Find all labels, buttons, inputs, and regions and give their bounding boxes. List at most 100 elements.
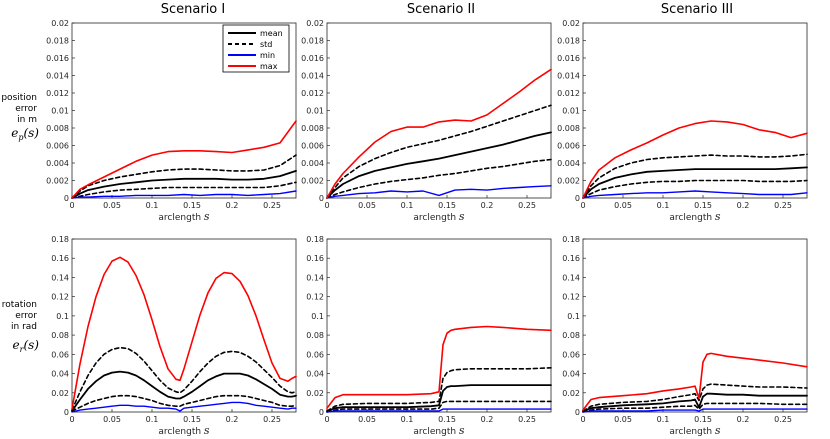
legend-label-std: std [260,40,272,49]
panel-r1-c3-ytick-label: 0.014 [557,72,580,81]
row-label-position-line-3: in m [17,115,37,125]
panel-r1-c2-xtick-label: 0.25 [518,201,536,210]
panel-r2-c2-xtick-label: 0 [324,415,329,424]
panel-r2-c1-ytick-label: 0.04 [51,370,69,379]
panel-r2-c2-series-std-lower [326,400,552,413]
panel-r2-c1-ytick-label: 0.18 [51,235,69,244]
panel-r2-c1-ytick-label: 0.08 [51,331,69,340]
panel-r1-c2-ytick-label: 0.002 [301,177,324,186]
row-label-rotation: rotation error in rad er(s) [2,300,40,354]
panel-r2-c1-xtick-label: 0.15 [183,415,201,424]
panel-r1-c3-xlabel: arclength s [669,210,721,223]
panel-r1-c1-series-mean [71,169,297,199]
panel-r1-c3-series-std-lower [582,179,808,199]
panel-r2-c1-xtick-label: 0.1 [146,415,159,424]
panel-r2-c1-xtick-label: 0.25 [263,415,281,424]
panel-r1-c2-ytick-label: 0.004 [301,159,324,168]
panel-r1-c1-xtick-label: 0.1 [146,201,159,210]
panel-r1-c1-ytick-label: 0.006 [46,142,69,151]
panel-r1-c2-xlabel-symbol: s [459,210,465,223]
panel-r1-c2-ytick-label: 0.012 [301,89,324,98]
panel-r1-c3-ytick-label: 0.016 [557,54,580,63]
panel-r1-c2-ytick-label: 0.008 [301,124,324,133]
panel-r2-c1-ytick-label: 0.12 [51,293,69,302]
column-titles: Scenario I Scenario II Scenario III [161,2,733,17]
panel-r2-c2-ytick-label: 0.14 [306,273,324,282]
panel-r2-c1-xtick-label: 0.05 [103,415,121,424]
legend-label-mean: mean [260,29,283,38]
panel-r1-c2-xtick-label: 0.1 [401,201,414,210]
panel-r1-c3-frame [582,22,808,199]
panel-r2-c1: 0 0.02 0.04 0.06 0.08 0.1 0.12 0.14 0.16 0.18 0 0.0… [51,235,297,437]
panel-r1-c2-xlabel-text: arclength [413,213,459,223]
panel-r1-c1-xtick-label: 0.15 [183,201,201,210]
panel-r2-c2-series-mean [326,384,552,412]
panel-r1-c2-series-max [326,68,552,199]
panel-r2-c1-series-mean [71,370,297,412]
panel-r1-c1-xtick-label: 0.2 [226,201,239,210]
panel-r2-c3-frame [582,238,808,413]
panel-r2-c2-xtick-label: 0.25 [518,415,536,424]
legend: mean std min max [222,24,290,73]
panel-r2-c1-series-min [71,401,297,413]
panel-r2-c2-ytick-label: 0 [319,408,324,417]
panel-r1-c1-ytick-label: 0.01 [51,107,69,116]
panel-r1-c3: 0 0.002 0.004 0.006 0.008 0.01 0.012 0.014 0.016… [557,19,808,223]
panel-r1-c3-xlabel-text: arclength [669,213,715,223]
panel-r2-c3-ytick-label: 0.12 [562,293,580,302]
panel-r2-c3-ytick-label: 0 [575,408,580,417]
panel-r2-c1-series-max [71,256,297,410]
row-symbol-position: ep(s) [11,126,39,142]
legend-label-max: max [260,62,278,71]
panel-r2-c3-xtick-label: 0 [580,415,585,424]
panel-r2-c2-xlabel-symbol: s [459,424,465,437]
panel-r2-c2-xtick-label: 0.1 [401,415,414,424]
panel-r1-c2-xtick-label: 0.2 [481,201,494,210]
panel-r1-c2-ytick-label: 0.016 [301,54,324,63]
row-symbol-position-arg: (s) [23,126,39,140]
row-symbol-rotation-arg: (s) [23,338,39,352]
panel-r2-c3-xlabel-text: arclength [669,427,715,437]
panel-r2-c2-xlabel-text: arclength [413,427,459,437]
panel-r1-c1-xtick-label: 0.05 [103,201,121,210]
panel-r1-c3-xtick-label: 0.05 [614,201,632,210]
panel-r2-c2-frame [326,238,552,413]
panel-r1-c2: 0 0.002 0.004 0.006 0.008 0.01 0.012 0.014 0.016… [301,19,552,223]
panel-r1-c2-xlabel: arclength s [413,210,465,223]
panel-r1-c3-xtick-label: 0.2 [737,201,750,210]
panel-r1-c1: 0 0.002 0.004 0.006 0.008 0.01 0.012 0.014 0.016… [46,19,297,223]
row-symbol-position-sub: p [18,133,23,142]
panel-r1-c3-series-std-upper [582,153,808,199]
panel-r1-c1-xlabel: arclength s [158,210,210,223]
panel-r1-c1-ytick-label: 0.008 [46,124,69,133]
panel-r2-c1-xlabel-symbol: s [204,424,210,437]
panel-r2-c1-ytick-label: 0.16 [51,254,69,263]
panel-r2-c3-series-mean [582,392,808,412]
panel-r2-c1-series-std-lower [71,394,297,412]
panel-r1-c2-ytick-label: 0.006 [301,142,324,151]
panel-r1-c2-xtick-label: 0.15 [438,201,456,210]
panel-r2-c3-ytick-label: 0.04 [562,370,580,379]
panel-r1-c2-ytick-label: 0 [319,194,324,203]
panel-r1-c3-xtick-label: 0.25 [774,201,792,210]
panel-r1-c2-ytick-label: 0.018 [301,37,324,46]
panel-r2-c1-xtick-label: 0.2 [226,415,239,424]
panel-r1-c3-series-min [582,190,808,199]
panel-r2-c2-ytick-label: 0.18 [306,235,324,244]
panel-r1-c3-ytick-label: 0.006 [557,142,580,151]
panel-r2-c3-ytick-label: 0.08 [562,331,580,340]
panel-r2-c3-xtick-label: 0.05 [614,415,632,424]
panel-r2-c3-xlabel: arclength s [669,424,721,437]
panel-r1-c3-ytick-label: 0.004 [557,159,580,168]
panel-r2-c2-ytick-label: 0.06 [306,350,324,359]
panel-r1-c1-xlabel-text: arclength [158,213,204,223]
panel-r1-c2-frame [326,22,552,199]
panel-r2-c1-xlabel-text: arclength [158,427,204,437]
panel-r2-c2-ytick-label: 0.08 [306,331,324,340]
panel-r2-c2-ytick-label: 0.16 [306,254,324,263]
panel-r1-c3-ytick-label: 0.01 [562,107,580,116]
panel-r2-c2-xlabel: arclength s [413,424,465,437]
panel-r2-c2-ytick-label: 0.02 [306,389,324,398]
row-symbol-rotation: er(s) [13,338,40,354]
